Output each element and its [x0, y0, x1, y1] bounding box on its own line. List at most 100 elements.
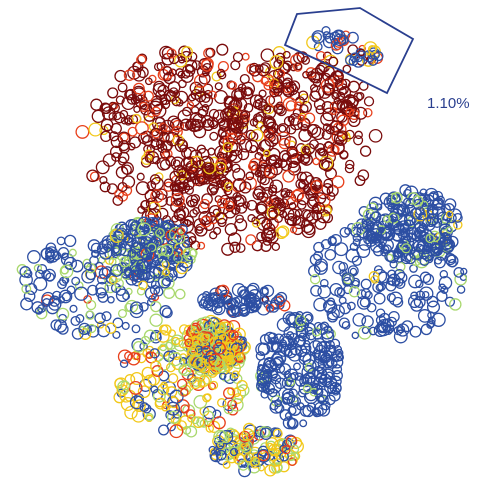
scatter-point — [236, 134, 246, 145]
scatter-point — [452, 212, 463, 223]
scatter-point — [271, 242, 281, 252]
scatter-point — [138, 246, 152, 260]
scatter-point — [431, 312, 446, 327]
scatter-point — [114, 377, 125, 389]
scatter-point — [409, 325, 422, 338]
scatter-point — [262, 149, 271, 158]
scatter-point — [139, 269, 151, 281]
scatter-point — [98, 267, 111, 280]
scatter-point — [259, 62, 271, 74]
scatter-point — [388, 291, 403, 306]
scatter-point — [384, 250, 396, 263]
scatter-point — [326, 358, 335, 367]
scatter-point — [194, 345, 203, 354]
scatter-point — [214, 195, 223, 203]
scatter-point — [21, 283, 32, 294]
scatter-point — [312, 78, 322, 88]
scatter-point — [397, 325, 406, 334]
scatter-point — [316, 209, 331, 224]
scatter-point — [45, 242, 57, 254]
scatter-point — [260, 240, 272, 252]
scatter-point — [354, 130, 363, 140]
scatter-point — [216, 362, 228, 374]
scatter-point — [168, 352, 183, 367]
scatter-point — [320, 78, 335, 93]
scatter-point — [83, 262, 92, 271]
scatter-point — [273, 87, 283, 97]
scatter-point — [269, 55, 284, 69]
scatter-point — [262, 368, 273, 379]
scatter-point — [286, 124, 297, 135]
scatter-point — [214, 161, 227, 174]
scatter-point — [234, 218, 248, 232]
scatter-point — [245, 139, 259, 154]
scatter-point — [74, 286, 89, 301]
scatter-point — [131, 408, 146, 423]
scatter-point — [261, 372, 273, 384]
scatter-point — [166, 410, 181, 424]
scatter-point — [88, 122, 103, 137]
scatter-point — [278, 363, 292, 376]
scatter-point — [287, 347, 302, 362]
scatter-point — [325, 167, 337, 180]
scatter-point — [371, 232, 382, 244]
scatter-point — [188, 322, 202, 336]
scatter-point — [99, 246, 113, 260]
scatter-point — [263, 104, 271, 112]
scatter-point — [288, 202, 297, 210]
scatter-point — [338, 302, 352, 315]
scatter-point — [392, 296, 404, 308]
scatter-point — [228, 81, 238, 90]
scatter-point — [223, 186, 233, 196]
scatter-point — [368, 326, 378, 336]
gate-polygon — [283, 7, 415, 95]
scatter-point — [124, 89, 136, 101]
scatter-point — [339, 150, 349, 160]
scatter-point — [87, 284, 99, 296]
scatter-point — [149, 313, 163, 327]
scatter-point — [302, 185, 311, 194]
scatter-point — [154, 172, 164, 182]
scatter-point — [338, 317, 350, 329]
scatter-point — [138, 236, 146, 244]
scatter-point — [290, 371, 299, 381]
scatter-point — [162, 268, 170, 277]
scatter-point — [259, 296, 269, 305]
scatter-point — [256, 164, 271, 179]
scatter-point — [282, 77, 294, 89]
scatter-point — [189, 120, 201, 133]
scatter-point — [300, 118, 311, 128]
scatter-point — [284, 135, 297, 149]
scatter-point — [350, 226, 362, 238]
scatter-point — [363, 235, 372, 245]
scatter-point — [197, 241, 206, 250]
scatter-point — [202, 68, 210, 77]
scatter-point — [357, 169, 370, 182]
scatter-point — [216, 43, 229, 56]
scatter-point — [159, 305, 172, 318]
scatter-point — [239, 289, 251, 300]
scatter-point — [321, 129, 332, 141]
scatter-point — [230, 60, 241, 71]
scatter-point — [356, 295, 371, 310]
scatter-point — [169, 170, 181, 183]
scatter-point — [161, 403, 169, 412]
scatter-point — [410, 291, 419, 300]
scatter-point — [309, 273, 321, 285]
scatter-point — [238, 464, 252, 478]
scatter-point — [217, 398, 227, 408]
scatter-point — [268, 187, 278, 197]
scatter-point — [158, 122, 168, 132]
scatter-point — [237, 460, 249, 471]
scatter-point — [312, 408, 322, 418]
scatter-point — [246, 199, 258, 211]
scatter-point — [304, 372, 316, 384]
scatter-point — [312, 157, 321, 166]
scatter-point — [142, 90, 154, 102]
scatter-point — [137, 385, 151, 399]
scatter-point — [221, 161, 233, 173]
scatter-point — [155, 89, 166, 101]
scatter-point — [296, 171, 307, 182]
scatter-point — [314, 143, 326, 154]
scatter-point — [201, 374, 212, 385]
